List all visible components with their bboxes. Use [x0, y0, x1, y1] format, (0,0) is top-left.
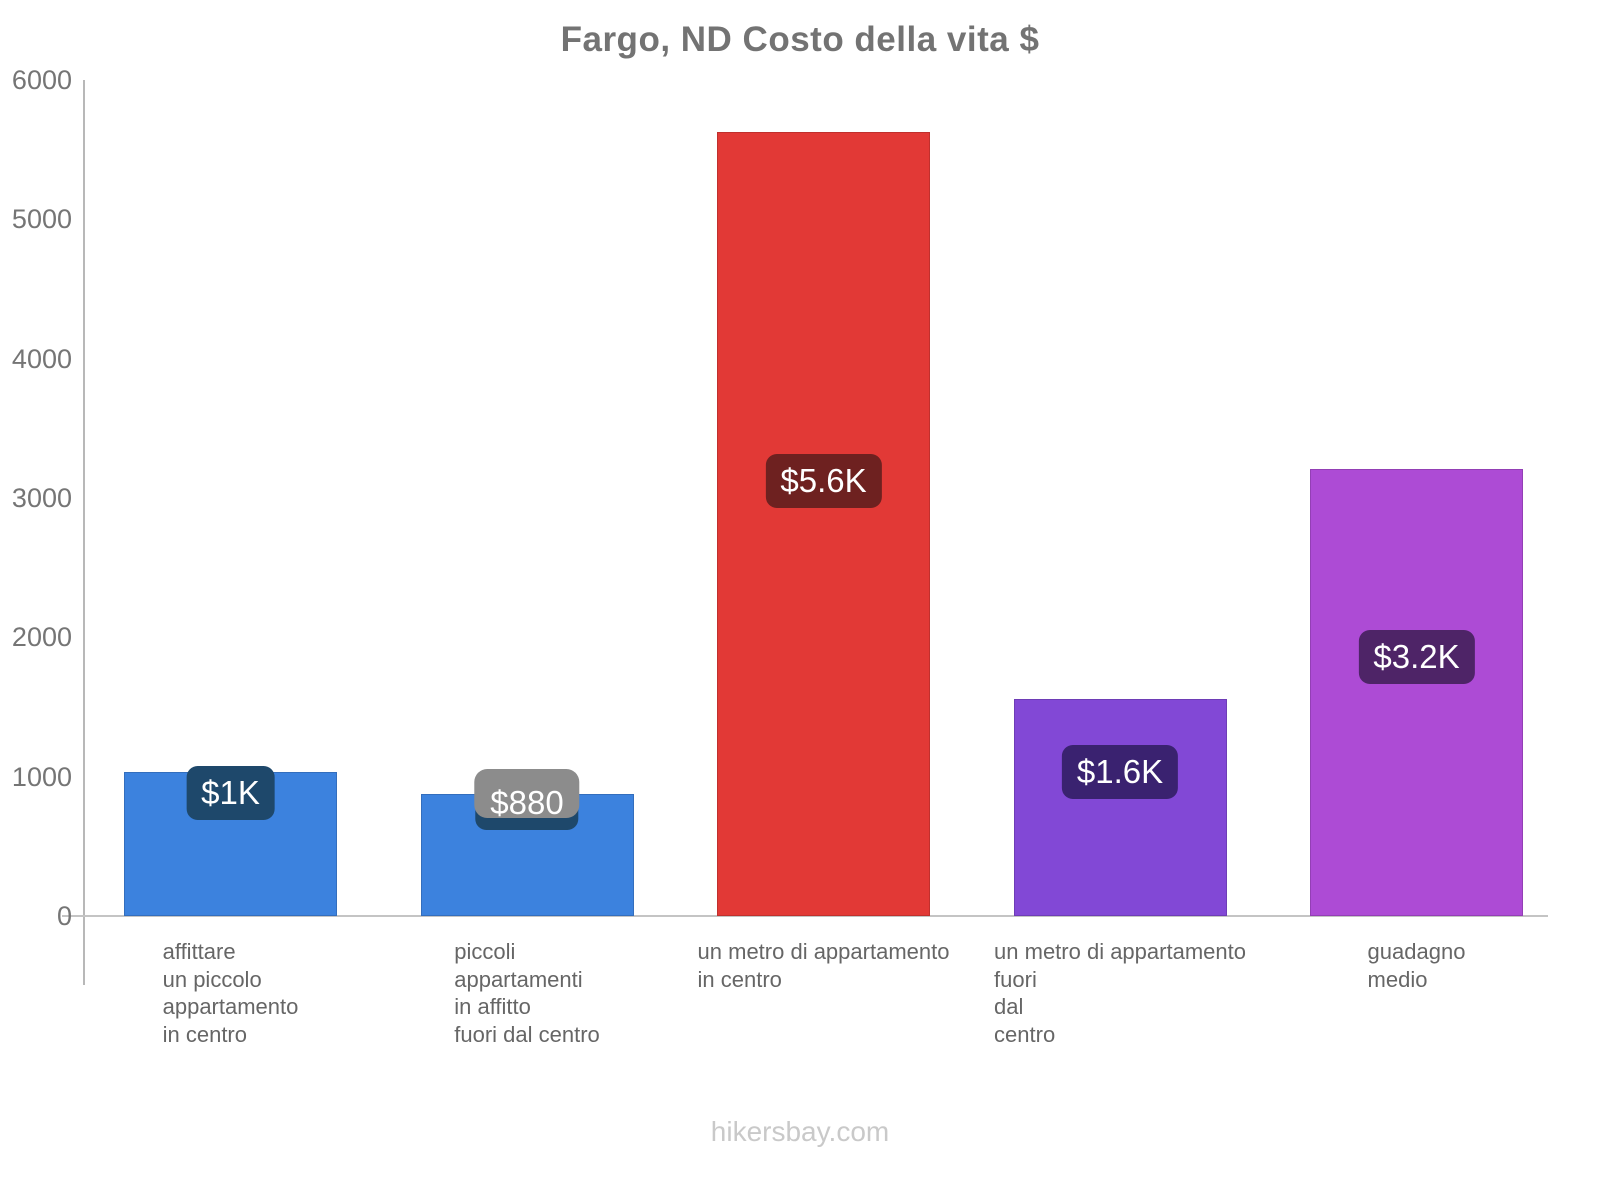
- category-label-line: centro: [994, 1021, 1056, 1047]
- chart-title: Fargo, ND Costo della vita $: [560, 20, 1040, 59]
- y-axis-line: [83, 80, 85, 985]
- category-label-line: in centro: [697, 966, 782, 992]
- category-label-line: appartamenti: [454, 966, 583, 992]
- category-label: un metro di appartamento in centro: [698, 938, 950, 993]
- bar-value-label: $1.6K: [1061, 745, 1179, 800]
- category-label-line: appartamento: [162, 994, 299, 1019]
- category-label-line: un metro di appartamento: [994, 939, 1246, 964]
- category-label-line: dal: [994, 994, 1024, 1019]
- y-axis-tick-label: 2000: [11, 622, 72, 653]
- category-label: guadagno medio: [1368, 938, 1466, 993]
- bar-2[interactable]: $880: [420, 769, 634, 916]
- y-axis-tick-label: 5000: [11, 204, 72, 235]
- category-label-line: un piccolo: [162, 966, 262, 992]
- bar-4[interactable]: $1.6K: [1013, 699, 1227, 916]
- category-label-line: un metro di appartamento: [697, 939, 950, 964]
- y-axis-tick-label: 4000: [11, 343, 72, 374]
- y-axis-tick-label: 3000: [11, 483, 72, 513]
- category-label-line: piccoli: [454, 939, 516, 964]
- category-label-line: medio: [1367, 966, 1428, 992]
- bar-value-label: $1K: [186, 766, 275, 821]
- category-label-line: in affitto: [454, 994, 531, 1019]
- category-label: affittare un piccolo appartamento in centro: [163, 938, 299, 1048]
- category-label-line: guadagno: [1367, 939, 1466, 964]
- category-label: un metro di appartamento fuori dal centro: [994, 938, 1246, 1048]
- category-label-line: fuori: [994, 966, 1037, 992]
- x-axis-baseline: [62, 915, 1548, 917]
- watermark: hikersbay.com: [710, 1116, 890, 1147]
- y-axis-tick-label: 1000: [11, 761, 72, 792]
- category-label-line: fuori dal centro: [454, 1021, 600, 1047]
- y-axis-tick-label: 0: [56, 901, 72, 931]
- category-label-line: in centro: [162, 1021, 248, 1047]
- bar-value-label: $5.6K: [765, 453, 882, 508]
- bar-value-label: $880: [474, 769, 581, 831]
- bar-3[interactable]: $5.6K: [717, 131, 930, 916]
- bar-1[interactable]: $1K: [124, 766, 337, 916]
- category-label: piccoli appartamenti in affitto fuori dal c…: [454, 938, 600, 1048]
- bar-5[interactable]: $3.2K: [1310, 468, 1523, 916]
- category-label-line: affittare: [162, 939, 236, 964]
- y-axis-tick-label: 6000: [11, 65, 72, 95]
- bar-value-label: $3.2K: [1358, 629, 1475, 684]
